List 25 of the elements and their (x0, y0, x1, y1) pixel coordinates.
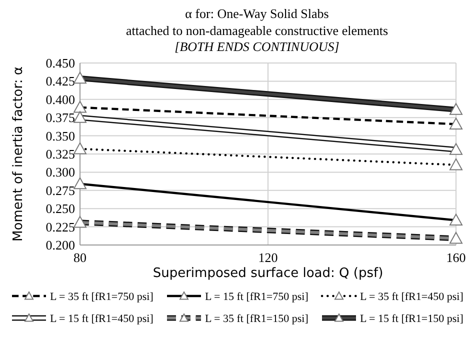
y-tick-label: 0.200 (46, 238, 75, 252)
legend-label: L = 35 ft [fR1=150 psi] (205, 313, 308, 325)
y-tick-label: 0.250 (46, 201, 75, 216)
legend-label: L = 15 ft [fR1=450 psi] (50, 313, 154, 325)
y-tick-label: 0.325 (46, 146, 75, 162)
y-tick-label: 0.375 (46, 110, 75, 126)
x-tick-label: 80 (74, 250, 86, 265)
chart-subtitle: attached to non-damageable constructive elements (126, 23, 388, 38)
y-tick-label: 0.300 (46, 164, 75, 180)
y-tick-label: 0.275 (46, 182, 75, 198)
legend-label: L = 35 ft [fR1=450 psi] (360, 291, 464, 303)
x-tick-label: 120 (258, 250, 278, 265)
x-tick-label: 160 (446, 250, 466, 265)
chart-title: α for: One-Way Solid Slabs (185, 6, 329, 21)
y-tick-label: 0.425 (46, 74, 75, 89)
y-axis-title: Moment of inertia factor: α (11, 66, 26, 242)
legend-label: L = 35 ft [fR1=750 psi] (50, 291, 154, 303)
y-tick-label: 0.400 (46, 92, 75, 107)
y-tick-label: 0.450 (46, 56, 75, 70)
x-axis-title: Superimposed surface load: Q (psf) (152, 266, 384, 281)
y-tick-label: 0.225 (46, 219, 75, 234)
text: [BOTH ENDS CONTINUOUS] (174, 39, 340, 54)
y-tick-label: 0.350 (46, 128, 75, 144)
legend-label: L = 15 ft [fR1=150 psi] (360, 313, 464, 325)
legend-label: L = 15 ft [fR1=750 psi] (205, 291, 308, 303)
